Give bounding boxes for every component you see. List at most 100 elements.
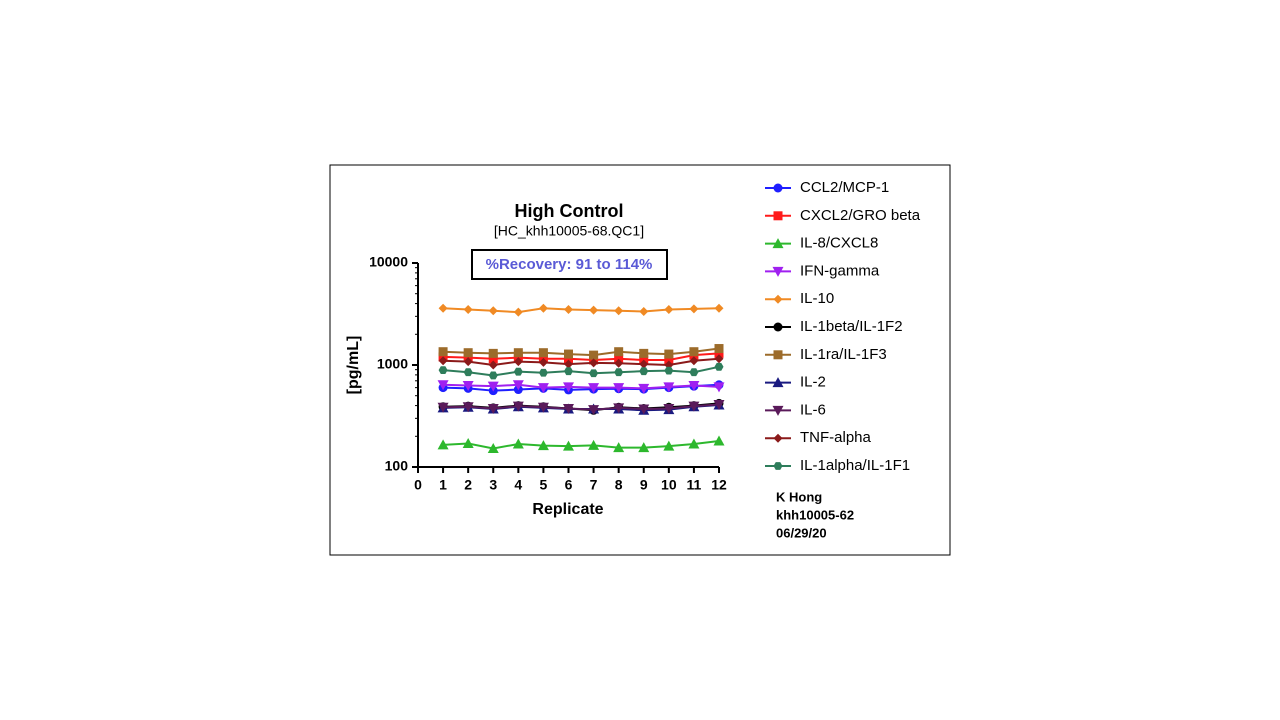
x-tick-label: 4 [514,477,522,493]
data-point [438,356,448,366]
data-point [664,366,674,375]
legend-label: IL-6 [800,401,826,418]
data-point [614,347,624,357]
data-point [614,368,624,377]
annotation: %Recovery: 91 to 114% [486,256,653,273]
data-point [613,383,625,394]
data-point [488,348,498,358]
data-point [713,399,725,410]
legend-marker [773,462,783,470]
data-point [462,402,474,413]
y-tick-label: 100 [385,458,409,474]
annotation: K Hong [776,489,822,504]
data-point [713,435,725,446]
legend-marker [773,350,783,360]
data-point [437,402,449,413]
data-point [438,366,448,375]
legend-label: IL-1ra/IL-1F3 [800,346,887,363]
data-point [714,303,724,313]
data-point [438,303,448,313]
data-point [714,344,724,354]
data-point [663,403,675,414]
data-point [564,354,573,364]
x-tick-label: 6 [565,477,573,493]
legend-label: CCL2/MCP-1 [800,179,889,196]
data-point [462,380,474,391]
data-point [488,306,498,316]
data-point [513,307,523,317]
data-point [664,305,674,315]
series-line [443,439,720,450]
x-tick-label: 12 [711,477,727,493]
x-tick-label: 9 [640,477,648,493]
data-point [488,354,498,364]
data-point [488,360,498,370]
legend-marker [772,405,784,416]
data-point [564,349,573,359]
data-point [689,368,699,377]
series-line [443,357,720,367]
y-axis-label: [pg/mL] [345,336,362,395]
data-point [538,368,548,377]
legend-marker [772,238,784,249]
legend-marker [772,266,784,277]
data-point [688,380,700,391]
data-point [689,356,699,366]
data-point [639,306,649,316]
data-point [614,358,624,368]
data-point [488,371,498,380]
data-point [462,437,474,448]
data-point [487,442,499,453]
data-point [563,382,574,393]
data-point [563,440,574,451]
data-point [589,305,599,315]
legend-marker [772,377,784,388]
data-point [463,357,473,367]
data-point [613,442,625,453]
x-tick-label: 0 [414,477,422,493]
legend-marker [773,322,783,332]
x-tick-label: 5 [540,477,548,493]
x-tick-label: 1 [439,477,447,493]
data-point [713,382,725,393]
data-point [463,348,473,358]
annotation: khh10005-62 [776,507,854,522]
chart-subtitle: [HC_khh10005-68.QC1] [494,223,644,239]
data-point [563,403,574,414]
legend-marker [773,183,783,193]
data-point [663,440,675,451]
data-point [639,348,649,358]
data-point [714,348,724,358]
y-tick-label: 1000 [377,356,408,372]
annotation: 06/29/20 [776,525,827,540]
x-tick-label: 10 [661,477,677,493]
legend-label: IL-8/CXCL8 [800,235,878,252]
series-line [443,403,720,411]
x-tick-label: 3 [489,477,497,493]
data-point [537,440,549,451]
data-point [564,367,573,376]
legend-label: IL-1alpha/IL-1F1 [800,457,910,474]
legend-marker [773,433,783,443]
data-point [664,355,674,365]
series-line [443,383,720,390]
data-point [664,349,674,359]
data-point [588,383,600,394]
x-tick-label: 2 [464,477,472,493]
legend-label: IL-1beta/IL-1F2 [800,318,903,335]
data-point [538,348,548,358]
data-point [537,383,549,394]
data-point [589,369,599,378]
data-point [487,381,499,392]
data-point [714,362,724,371]
data-point [437,380,449,391]
data-point [487,403,499,414]
data-point [663,382,675,393]
data-point [513,357,523,367]
x-tick-label: 11 [687,477,702,493]
legend-label: IL-2 [800,374,826,391]
legend-marker [773,211,783,221]
data-point [437,439,449,450]
